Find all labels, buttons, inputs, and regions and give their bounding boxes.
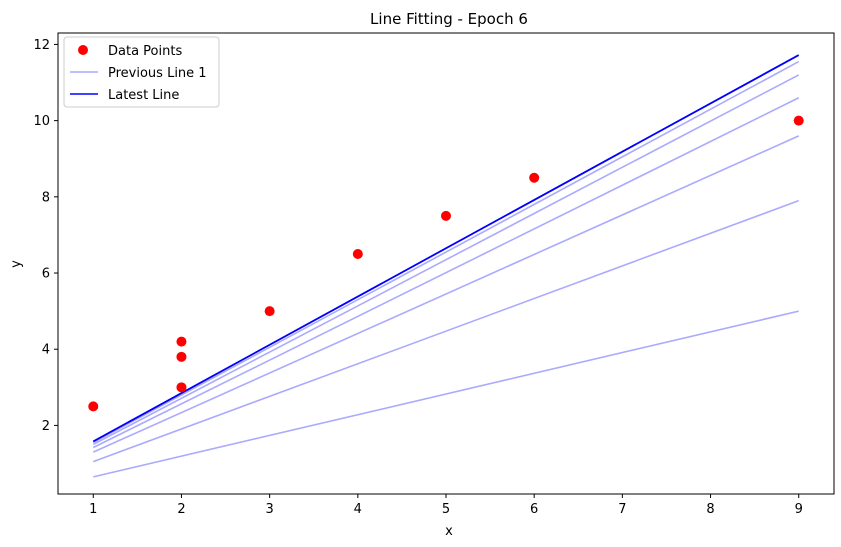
data-point bbox=[176, 336, 187, 347]
data-point bbox=[264, 306, 275, 317]
data-point bbox=[176, 382, 187, 393]
previous-line-6 bbox=[92, 60, 800, 444]
x-tick-label: 2 bbox=[177, 502, 185, 517]
data-point bbox=[176, 351, 187, 362]
y-axis-ticks: 2 4 6 8 10 12 bbox=[33, 38, 58, 434]
points-layer bbox=[88, 115, 804, 412]
y-tick-label: 10 bbox=[33, 114, 50, 129]
data-point bbox=[529, 172, 540, 183]
x-tick-label: 8 bbox=[706, 502, 714, 517]
x-tick-label: 9 bbox=[795, 502, 803, 517]
chart-title: Line Fitting - Epoch 6 bbox=[370, 10, 528, 28]
x-tick-label: 3 bbox=[265, 502, 273, 517]
legend-latest-line-label: Latest Line bbox=[108, 88, 179, 103]
data-point bbox=[793, 115, 804, 126]
x-tick-label: 6 bbox=[530, 502, 538, 517]
y-tick-label: 6 bbox=[42, 267, 50, 282]
previous-line-3 bbox=[92, 135, 800, 453]
legend: Data Points Previous Line 1 Latest Line bbox=[63, 36, 220, 108]
previous-line-1 bbox=[93, 310, 799, 478]
previous-line-2 bbox=[92, 199, 800, 463]
x-axis-label: x bbox=[445, 524, 453, 539]
lines-layer bbox=[92, 54, 800, 478]
previous-line-4 bbox=[92, 97, 800, 449]
legend-data-points-label: Data Points bbox=[108, 44, 182, 59]
latest-line bbox=[92, 54, 800, 443]
data-point bbox=[88, 401, 99, 412]
y-tick-label: 4 bbox=[42, 343, 50, 358]
x-tick-label: 5 bbox=[442, 502, 450, 517]
x-tick-label: 4 bbox=[354, 502, 362, 517]
legend-data-points-marker bbox=[78, 45, 88, 55]
data-point bbox=[352, 248, 363, 259]
data-point bbox=[441, 210, 451, 221]
previous-line-5 bbox=[92, 74, 800, 446]
y-tick-label: 8 bbox=[42, 190, 50, 205]
legend-box bbox=[63, 36, 220, 108]
x-axis-ticks: 1 2 3 4 5 6 7 8 9 bbox=[89, 494, 803, 517]
y-tick-label: 2 bbox=[42, 419, 50, 434]
y-tick-label: 12 bbox=[33, 38, 50, 53]
y-axis-label: y bbox=[9, 260, 24, 268]
x-tick-label: 1 bbox=[89, 502, 97, 517]
x-tick-label: 7 bbox=[618, 502, 626, 517]
legend-previous-line-label: Previous Line 1 bbox=[108, 66, 207, 81]
